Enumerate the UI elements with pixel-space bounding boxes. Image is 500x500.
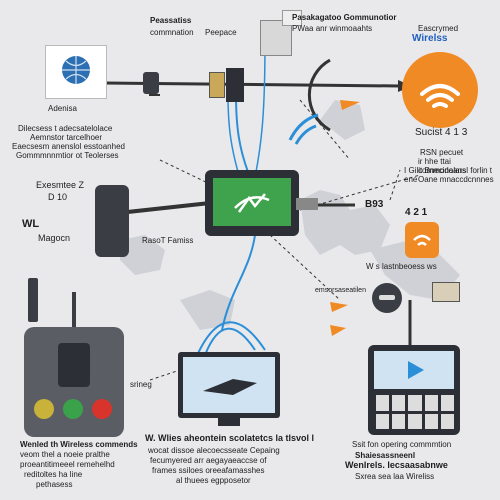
- bottom-left-4: pethasess: [36, 480, 73, 489]
- top-right-brand: Wirelss: [412, 33, 448, 44]
- bottom-center-title: W. Wlies aheontein scolatetcs la tlsvol …: [145, 433, 315, 443]
- bottom-center-1: wocat dissoe alecoecsseate Cepaing: [148, 446, 280, 455]
- bottom-center-4: al thuees egpposetor: [176, 476, 251, 485]
- bottom-right-1: Shaiesassneenl: [355, 451, 416, 460]
- left-desc-1: Dilecsess t adecsatelolace: [18, 124, 113, 133]
- right-mid-code: B93: [365, 199, 384, 210]
- bottom-left-title: Wenled th Wireless commends: [20, 440, 138, 449]
- top-left-title: Peassatiss: [150, 16, 192, 25]
- monitor-screen: [183, 357, 275, 413]
- top-center-sub: PWaa anr winmoaahts: [292, 24, 373, 33]
- modem-circle-icon: [372, 283, 402, 313]
- status-light-green: [63, 399, 83, 419]
- status-light-yellow: [34, 399, 54, 419]
- modem-device: [95, 185, 129, 257]
- bottom-center-2: fecumyered arr aegayaeaccse of: [150, 456, 267, 465]
- top-left-sub: commnation: [150, 28, 194, 37]
- top-right-title: Eascrymed: [418, 24, 459, 33]
- remote-device: [28, 278, 38, 322]
- right-desc-3: I Gilit Bnecinalarsl forlin t ene: [404, 166, 493, 184]
- play-icon: [408, 361, 424, 379]
- right-mid-line: W s lastnbeoess ws: [366, 262, 437, 271]
- status-light-red: [92, 399, 112, 419]
- router-box-icon: [226, 68, 244, 102]
- router-screen: [213, 178, 291, 226]
- left-mid-wl: WL: [22, 218, 40, 230]
- left-mid-mag: Magocn: [38, 233, 71, 243]
- printer-tray-icon: [282, 10, 302, 26]
- signal-icon: [234, 193, 270, 213]
- left-bottom-tag: srineg: [130, 380, 152, 389]
- access-point-screen: [58, 343, 90, 387]
- phone-screen: [374, 351, 454, 389]
- left-mid-code: D 10: [48, 192, 68, 202]
- right-mid-code2: 4 2 1: [405, 207, 428, 218]
- wifi-box-icon: [405, 222, 439, 258]
- top-left-sub2: Peepace: [205, 28, 237, 37]
- right-desc-2: ir hhe ttai commodoans: [418, 157, 467, 175]
- left-desc-2: Aemnstor tarcelhoer: [30, 133, 103, 142]
- bottom-left-3: reditoltes ha line: [24, 470, 83, 479]
- bottom-left-2: proeantitimeeel remehelhd: [20, 460, 115, 469]
- monitor: [178, 352, 280, 418]
- globe-monitor-icon: [45, 45, 107, 99]
- right-small: emsorsaseatilen: [315, 287, 366, 294]
- right-desc-4: Oane mnaccdcnnnes: [418, 175, 494, 184]
- monitor-stand: [218, 418, 240, 426]
- right-id: Sucist 4 1 3: [415, 127, 468, 138]
- left-desc-4: Gommmnnmtior ot Teolerses: [16, 151, 119, 160]
- right-desc-1: RSN pecuet: [420, 148, 464, 157]
- printer-icon: [260, 20, 292, 56]
- usb-adapter-icon: [143, 72, 159, 94]
- bottom-right-title: Ssit fon opering commmtion: [352, 440, 452, 449]
- access-point-device: [24, 327, 124, 437]
- plug-icon: [209, 72, 225, 98]
- top-center-title: Pasakagatoo Gommunotior: [292, 13, 397, 22]
- router-connector: [296, 198, 318, 210]
- center-caption: RasoT Famiss: [142, 236, 194, 245]
- bottom-left-1: veom thel a noeie pralthe: [20, 450, 110, 459]
- left-mid-title: Exesmtee Z: [36, 180, 85, 190]
- phone-device: [368, 345, 460, 435]
- bottom-right-2: Wenlrels. lecsaasabnwe: [345, 460, 448, 470]
- left-desc-3: Eaecsesm anenslol esstoanhed: [12, 142, 125, 151]
- phone-keypad: [376, 395, 454, 429]
- bottom-center-3: frames ssiloes oreeafamasshes: [152, 466, 265, 475]
- wifi-circle-icon: [402, 52, 478, 128]
- left-device-label: Adenisa: [48, 104, 77, 113]
- bottom-right-3: Sxrea sea laa Wireliss: [355, 472, 435, 481]
- central-router: [205, 170, 299, 236]
- antenna-icon: [72, 292, 76, 330]
- projector-icon: [432, 282, 460, 302]
